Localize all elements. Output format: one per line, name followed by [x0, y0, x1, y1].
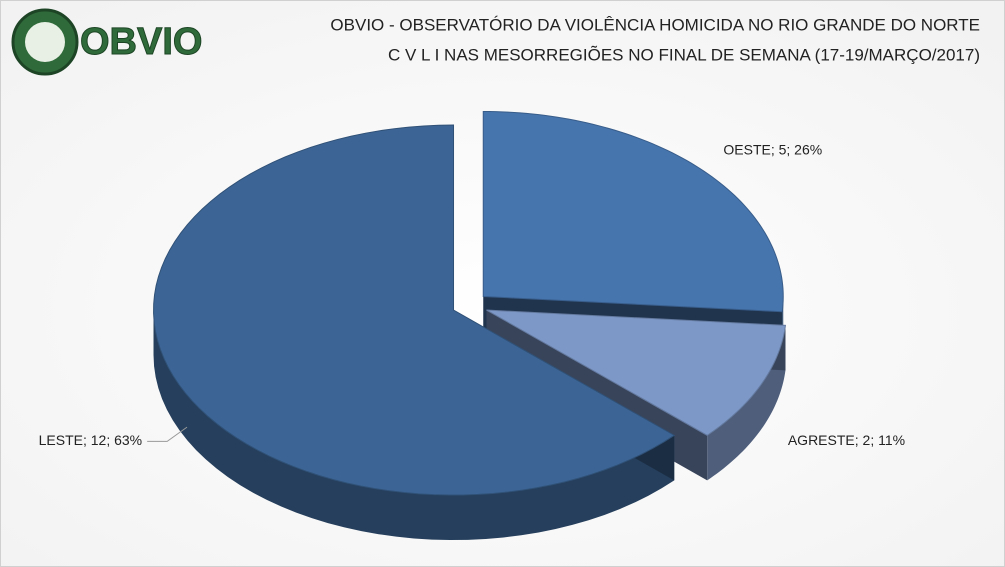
data-label: OESTE; 5; 26%	[723, 142, 822, 158]
chart-title: OBVIO - OBSERVATÓRIO DA VIOLÊNCIA HOMICI…	[330, 15, 980, 34]
pie-slice	[153, 124, 676, 496]
data-label: AGRESTE; 2; 11%	[788, 432, 905, 448]
logo-text: OBVIO	[80, 21, 202, 63]
logo: OBVIO	[11, 8, 203, 76]
pie-slice	[486, 309, 787, 436]
slice-side	[153, 310, 675, 541]
logo-badge-inner	[25, 22, 65, 62]
data-label: LESTE; 12; 63%	[39, 432, 143, 448]
chart-subtitle: C V L I NAS MESORREGIÕES NO FINAL DE SEM…	[388, 45, 980, 64]
pie-slice	[482, 110, 784, 313]
leader-line	[147, 426, 188, 442]
